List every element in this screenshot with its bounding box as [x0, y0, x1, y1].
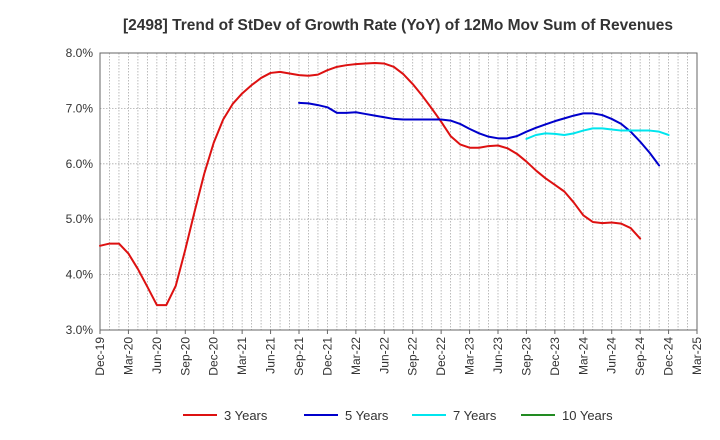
- x-tick-label: Jun-21: [264, 337, 278, 374]
- series-line-7-years: [525, 127, 670, 140]
- x-tick-label: Mar-21: [235, 337, 249, 375]
- x-tick-label: Jun-22: [377, 337, 391, 374]
- x-tick-label: Sep-20: [178, 337, 192, 376]
- y-tick-label: 6.0%: [66, 157, 94, 171]
- x-tick-label: Jun-20: [150, 337, 164, 374]
- x-tick-label: Jun-24: [605, 337, 619, 374]
- x-axis: Dec-19 Mar-20 Jun-20 Sep-20 Dec-20 Mar-21 Jun-…: [93, 330, 704, 376]
- x-tick-label: Mar-22: [349, 337, 363, 375]
- y-tick-label: 3.0%: [66, 323, 94, 337]
- x-tick-label: Dec-19: [93, 337, 107, 376]
- plot-area: [100, 53, 697, 330]
- legend-label-3-years: 3 Years: [224, 408, 268, 423]
- x-tick-label: Jun-23: [491, 337, 505, 374]
- x-tick-label: Mar-25: [690, 337, 704, 375]
- x-tick-label: Sep-22: [406, 337, 420, 376]
- x-tick-label: Sep-23: [519, 337, 533, 376]
- y-axis: 3.0% 4.0% 5.0% 6.0% 7.0% 8.0%: [66, 46, 94, 337]
- legend-label-10-years: 10 Years: [562, 408, 613, 423]
- y-tick-label: 5.0%: [66, 212, 94, 226]
- series-lines: [99, 61, 670, 307]
- vertical-gridlines: [109, 53, 688, 330]
- legend: 3 Years 5 Years 7 Years 10 Years: [183, 408, 613, 423]
- chart-title: [2498] Trend of StDev of Growth Rate (Yo…: [123, 17, 673, 34]
- x-tick-label: Sep-21: [292, 337, 306, 376]
- horizontal-gridlines: [100, 108, 697, 276]
- x-tick-label: Dec-22: [434, 337, 448, 376]
- y-tick-label: 8.0%: [66, 46, 94, 60]
- x-tick-label: Dec-21: [320, 337, 334, 376]
- series-line-5-years: [298, 101, 661, 167]
- x-tick-label: Sep-24: [633, 337, 647, 376]
- x-tick-label: Mar-20: [121, 337, 135, 375]
- x-tick-label: Mar-24: [576, 337, 590, 375]
- y-tick-label: 7.0%: [66, 101, 94, 115]
- plot-border: [99, 52, 698, 331]
- legend-label-5-years: 5 Years: [345, 408, 389, 423]
- x-tick-label: Mar-23: [463, 337, 477, 375]
- y-tick-label: 4.0%: [66, 268, 94, 282]
- x-tick-label: Dec-23: [548, 337, 562, 376]
- series-line-3-years: [99, 61, 642, 307]
- x-tick-label: Dec-24: [662, 337, 676, 376]
- x-tick-label: Dec-20: [207, 337, 221, 376]
- legend-label-7-years: 7 Years: [453, 408, 497, 423]
